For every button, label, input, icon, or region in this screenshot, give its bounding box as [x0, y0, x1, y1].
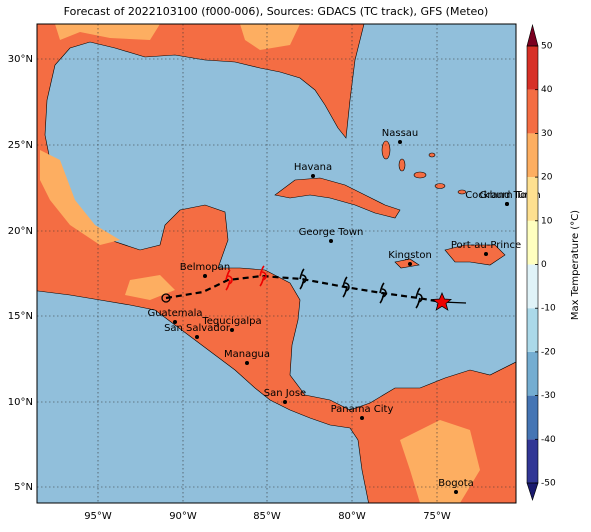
- city-label: Kingston: [388, 250, 432, 261]
- colorbar-band: [527, 308, 538, 352]
- colorbar-band: [527, 46, 538, 90]
- storm-track: [161, 265, 467, 311]
- city-dot: [329, 239, 333, 243]
- graticule: 30°N 25°N 20°N 15°N 10°N 5°N 95°W 90°W 85°W 80°W 7…: [8, 24, 516, 522]
- colorbar-band: [527, 264, 538, 309]
- bahamas: [381, 140, 467, 195]
- map-title: Forecast of 2022103100 (f000-006), Sourc…: [64, 5, 489, 18]
- cuba: [274, 177, 401, 219]
- city-label: San Jose: [264, 388, 306, 399]
- colorbar-tick-label: -20: [541, 347, 556, 357]
- colorbar-extend-low: [526, 482, 539, 501]
- current-position: [431, 291, 453, 311]
- colorbar-extend-high: [526, 23, 539, 47]
- highland: [40, 24, 480, 503]
- lat-label: 30°N: [8, 54, 33, 65]
- lat-label: 15°N: [8, 311, 33, 322]
- city-dot: [505, 202, 509, 206]
- city-dot: [230, 328, 234, 332]
- map-area: [37, 24, 516, 503]
- city-label: Bogota: [438, 478, 474, 489]
- colorbar-tick-label: 50: [541, 42, 553, 52]
- colorbar-tick-label: 0: [541, 260, 547, 270]
- lat-label: 20°N: [8, 226, 33, 237]
- colorbar-tick-label: 40: [541, 85, 553, 95]
- lon-label: 75°W: [423, 511, 451, 522]
- city-label: Guatemala: [147, 308, 202, 319]
- city-label: Belmopan: [180, 262, 230, 273]
- colorbar-band: [527, 439, 538, 483]
- city-dot: [360, 416, 364, 420]
- city-dot: [484, 252, 488, 256]
- city-label: Managua: [224, 349, 270, 360]
- city-dot: [408, 262, 412, 266]
- track-start: [161, 293, 171, 303]
- colorbar: -50 -40 -30 -20 -10 0 10 20 30 40 50: [526, 23, 556, 501]
- forecast-track: [165, 274, 443, 304]
- colorbar-band: [527, 177, 538, 221]
- city-label: Tegucigalpa: [201, 316, 261, 327]
- colorbar-band: [527, 89, 538, 134]
- colorbar-tick-label: -40: [541, 435, 556, 445]
- colorbar-tick-label: -30: [541, 391, 556, 401]
- city-label: Cockburn Town: [465, 190, 541, 201]
- colorbar-band: [527, 395, 538, 440]
- hispaniola: [444, 244, 506, 266]
- lat-label: 25°N: [8, 140, 33, 151]
- city-dot: [245, 361, 249, 365]
- lon-label: 80°W: [338, 511, 366, 522]
- city-dot: [454, 490, 458, 494]
- city-dot: [195, 335, 199, 339]
- lat-label: 10°N: [8, 397, 33, 408]
- city-label: George Town: [299, 227, 364, 238]
- colorbar-tick-label: -10: [541, 304, 556, 314]
- lat-label: 5°N: [14, 482, 33, 493]
- colorbar-band: [527, 133, 538, 178]
- city-label: Panama City: [331, 404, 394, 415]
- lon-label: 95°W: [84, 511, 112, 522]
- colorbar-band: [527, 351, 538, 396]
- city-label: Port-au-Prince: [451, 240, 521, 251]
- lon-label: 85°W: [253, 511, 281, 522]
- city-label: Havana: [294, 162, 332, 173]
- colorbar-tick-label: 30: [541, 129, 553, 139]
- colorbar-label: Max Temperature (°C): [570, 210, 581, 320]
- colorbar-band: [527, 220, 538, 265]
- city-label: San Salvador: [164, 323, 231, 334]
- city-dot: [203, 274, 207, 278]
- colorbar-tick-label: -50: [541, 479, 556, 489]
- colorbar-tick-label: 20: [541, 173, 553, 183]
- city-dot: [283, 400, 287, 404]
- city-dot: [311, 174, 315, 178]
- map-frame: [36, 23, 517, 504]
- jamaica: [394, 258, 420, 269]
- city-dot: [398, 140, 402, 144]
- storm-symbols: [225, 265, 423, 309]
- colorbar-tick-label: 10: [541, 216, 553, 226]
- city-label: Nassau: [382, 128, 419, 139]
- city-label: Grand Turk: [480, 190, 535, 201]
- lon-label: 90°W: [169, 511, 197, 522]
- city-dot: [173, 320, 177, 324]
